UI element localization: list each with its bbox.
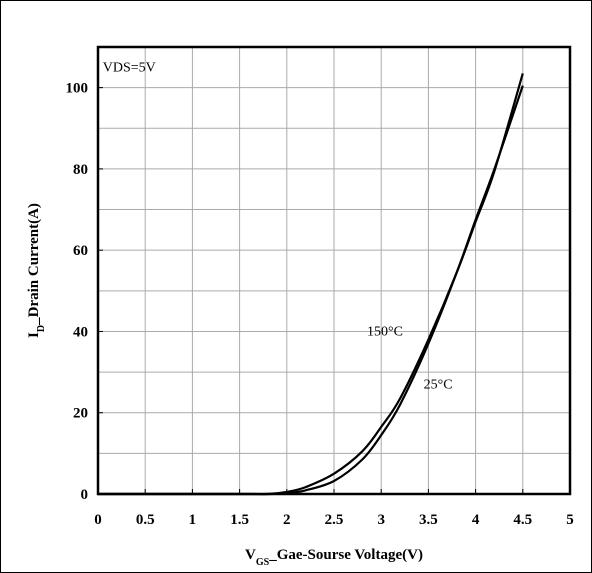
x-tick-label: 4 <box>472 512 480 528</box>
y-tick-label: 80 <box>73 162 88 178</box>
y-axis-label: ID_Drain Current(A) <box>26 203 47 338</box>
annotations: VDS=5V 150°C 25°C <box>103 60 453 392</box>
annotation-label: 150°C <box>367 325 403 340</box>
x-tick-label: 1.5 <box>230 512 249 528</box>
x-tick-label: 5 <box>566 512 574 528</box>
x-tick-label: 1 <box>189 512 197 528</box>
x-tick-label: 4.5 <box>513 512 532 528</box>
series-line-1 <box>98 73 524 496</box>
x-tick-label: 2.5 <box>325 512 344 528</box>
x-axis-label: VGS_Gae-Sourse Voltage(V) <box>245 547 423 568</box>
series-line-2 <box>98 85 524 496</box>
x-tick-label: 2 <box>283 512 291 528</box>
x-tick-label: 3 <box>377 512 385 528</box>
y-tick-label: 60 <box>73 243 88 259</box>
grid <box>97 46 571 495</box>
x-tick-label: 0.5 <box>136 512 155 528</box>
x-tick-label: 3.5 <box>419 512 438 528</box>
y-tick-label: 100 <box>66 81 89 97</box>
x-tick-labels: 0 0.5 1 1.5 2 2.5 3 3.5 4 4.5 5 <box>94 489 574 528</box>
series-lines <box>98 73 524 496</box>
y-tick-labels: 0 20 40 60 80 100 <box>66 81 103 503</box>
x-tick-label: 0 <box>94 512 102 528</box>
y-tick-label: 40 <box>73 324 88 340</box>
y-tick-label: 20 <box>73 406 88 422</box>
annotation-label: VDS=5V <box>103 60 156 75</box>
y-tick-label: 0 <box>81 487 89 503</box>
annotation-label: 25°C <box>424 377 453 392</box>
